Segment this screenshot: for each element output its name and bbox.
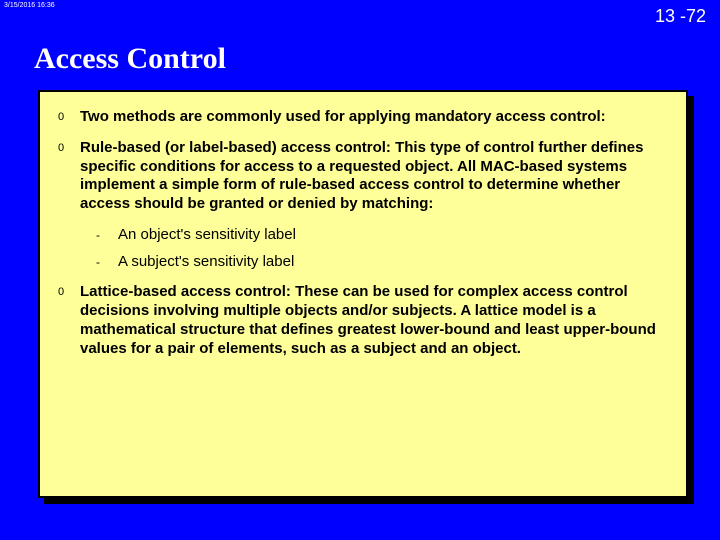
sub-bullet-item: - An object's sensitivity label xyxy=(96,226,664,245)
sub-bullet-marker: - xyxy=(96,228,104,245)
bullet-text: Rule-based (or label-based) access contr… xyxy=(80,139,664,214)
slide-title: Access Control xyxy=(34,42,226,76)
bullet-item: 0 Rule-based (or label-based) access con… xyxy=(58,139,664,214)
sub-bullet-item: - A subject's sensitivity label xyxy=(96,253,664,272)
sub-bullet-marker: - xyxy=(96,255,104,272)
content-box: 0 Two methods are commonly used for appl… xyxy=(38,90,688,498)
bullet-item: 0 Lattice-based access control: These ca… xyxy=(58,283,664,358)
sub-bullet-text: A subject's sensitivity label xyxy=(118,253,664,272)
bullet-text: Lattice-based access control: These can … xyxy=(80,283,664,358)
page-number: 13 -72 xyxy=(655,6,706,27)
sub-bullet-text: An object's sensitivity label xyxy=(118,226,664,245)
bullet-item: 0 Two methods are commonly used for appl… xyxy=(58,108,664,127)
bullet-text: Two methods are commonly used for applyi… xyxy=(80,108,664,127)
bullet-marker: 0 xyxy=(58,286,68,358)
timestamp: 3/15/2016 16:36 xyxy=(4,2,55,9)
bullet-marker: 0 xyxy=(58,142,68,214)
bullet-marker: 0 xyxy=(58,111,68,127)
